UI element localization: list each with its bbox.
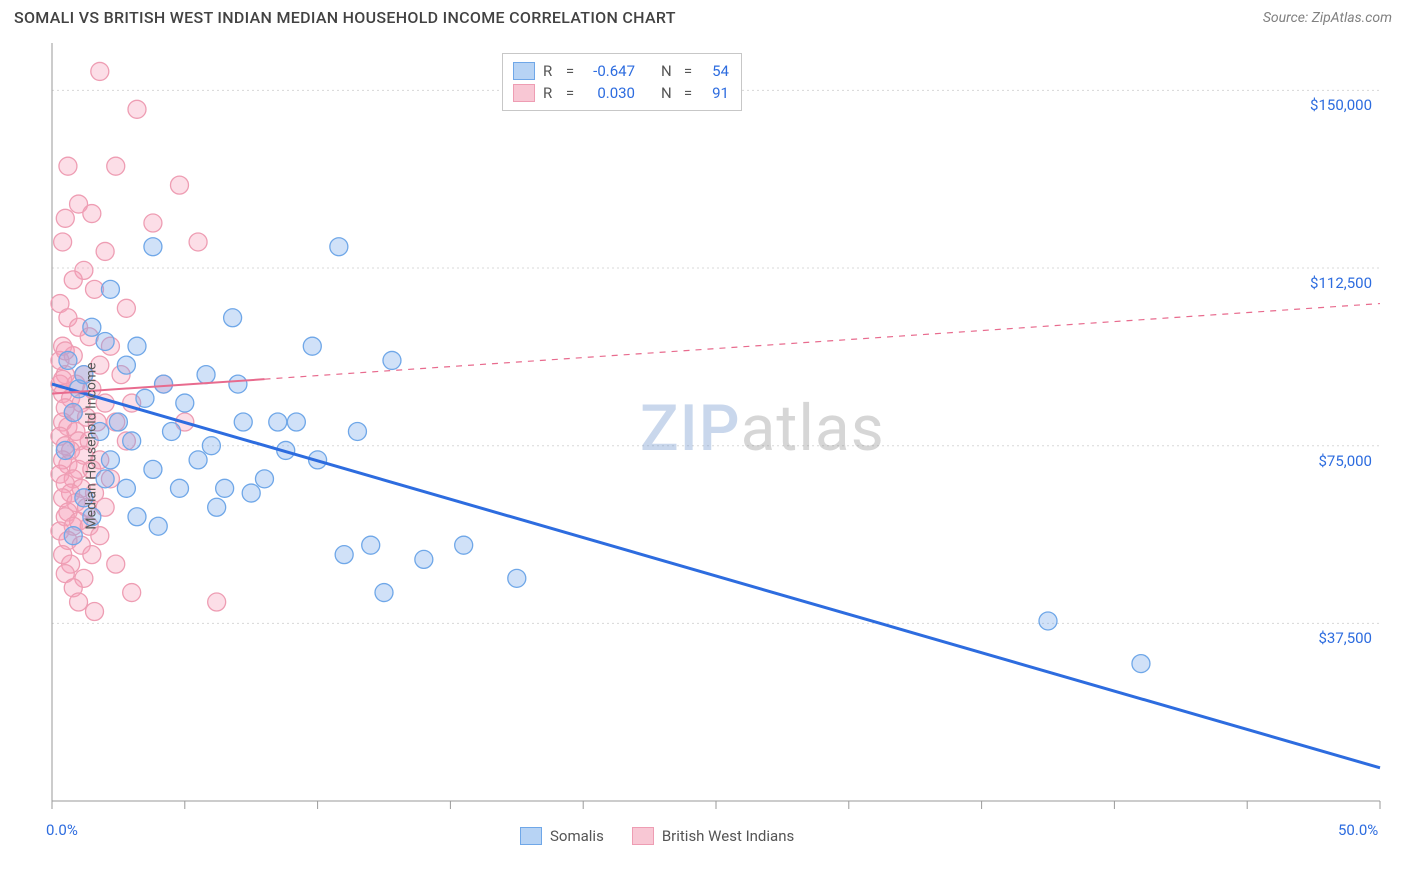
corr-r-value: -0.647 xyxy=(583,60,635,82)
corr-row: R = -0.647 N = 54 xyxy=(513,60,729,82)
corr-r-label: R xyxy=(543,60,557,82)
corr-r-label: R xyxy=(543,82,557,104)
corr-eq: = xyxy=(565,82,575,104)
legend-swatch xyxy=(632,827,654,845)
corr-swatch xyxy=(513,62,535,80)
y-tick-label: $37,500 xyxy=(1292,629,1372,647)
y-tick-label: $150,000 xyxy=(1292,96,1372,114)
corr-n-value: 91 xyxy=(701,82,729,104)
legend-label: British West Indians xyxy=(662,827,794,845)
legend-bottom: Somalis British West Indians xyxy=(520,827,794,845)
legend-item: British West Indians xyxy=(632,827,794,845)
y-tick-label: $75,000 xyxy=(1292,452,1372,470)
y-axis-title: Median Household Income xyxy=(84,362,100,529)
corr-eq: = xyxy=(683,60,693,82)
corr-row: R = 0.030 N = 91 xyxy=(513,82,729,104)
corr-n-value: 54 xyxy=(701,60,729,82)
x-tick-label-left: 0.0% xyxy=(46,821,78,839)
source-name: ZipAtlas.com xyxy=(1312,10,1392,26)
corr-r-value: 0.030 xyxy=(583,82,635,104)
legend-label: Somalis xyxy=(550,827,604,845)
legend-swatch xyxy=(520,827,542,845)
corr-eq: = xyxy=(565,60,575,82)
corr-eq: = xyxy=(683,82,693,104)
chart-source: Source: ZipAtlas.com xyxy=(1263,10,1392,26)
corr-n-label: N xyxy=(661,82,675,104)
scatter-chart-svg xyxy=(0,31,1406,861)
chart-header: SOMALI VS BRITISH WEST INDIAN MEDIAN HOU… xyxy=(0,0,1406,31)
source-prefix: Source: xyxy=(1263,10,1312,26)
chart-area: Median Household Income R = -0.647 N = 54 R = 0.… xyxy=(0,31,1406,861)
x-tick-label-right: 50.0% xyxy=(1338,821,1378,839)
correlation-box: R = -0.647 N = 54 R = 0.030 N = 91 xyxy=(502,53,742,111)
corr-n-label: N xyxy=(661,60,675,82)
chart-title: SOMALI VS BRITISH WEST INDIAN MEDIAN HOU… xyxy=(14,8,676,27)
corr-swatch xyxy=(513,84,535,102)
legend-item: Somalis xyxy=(520,827,604,845)
y-tick-label: $112,500 xyxy=(1292,274,1372,292)
